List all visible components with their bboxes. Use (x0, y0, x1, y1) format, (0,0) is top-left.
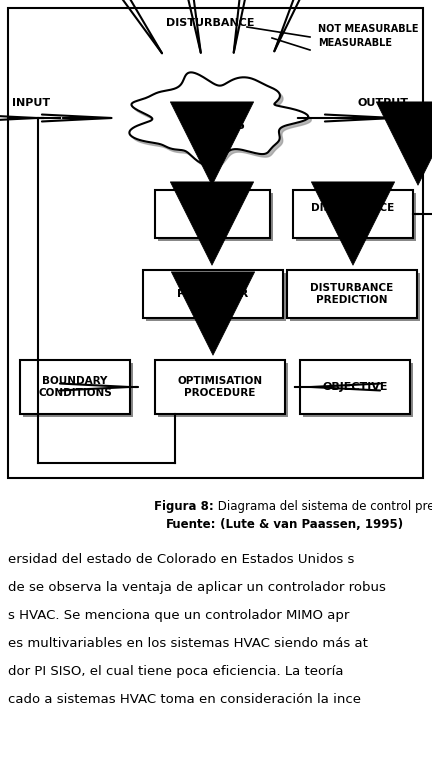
Text: BOUNDARY
CONDITIONS: BOUNDARY CONDITIONS (38, 376, 112, 397)
Polygon shape (296, 193, 416, 241)
Text: Figura 8:: Figura 8: (154, 500, 214, 513)
Polygon shape (146, 273, 286, 321)
Polygon shape (143, 270, 283, 318)
Polygon shape (293, 190, 413, 238)
Text: PREDICTOR: PREDICTOR (178, 289, 249, 299)
Text: cado a sistemas HVAC toma en consideración la ince: cado a sistemas HVAC toma en consideraci… (8, 693, 361, 706)
Polygon shape (132, 75, 311, 169)
Text: ersidad del estado de Colorado en Estados Unidos s: ersidad del estado de Colorado en Estado… (8, 553, 354, 566)
Polygon shape (290, 273, 420, 321)
Text: s HVAC. Se menciona que un controlador MIMO apr: s HVAC. Se menciona que un controlador M… (8, 609, 349, 622)
Text: Diagrama del sistema de control predictivo óptimo: Diagrama del sistema de control predicti… (214, 500, 432, 513)
Polygon shape (129, 72, 308, 166)
Text: DISTURBANCE
MODEL: DISTURBANCE MODEL (311, 203, 394, 225)
Text: OUTPUT: OUTPUT (357, 98, 408, 108)
Text: NOT MEASURABLE: NOT MEASURABLE (318, 24, 419, 34)
Polygon shape (155, 360, 285, 414)
Polygon shape (23, 363, 133, 417)
Text: OBJECTIVE: OBJECTIVE (322, 382, 388, 392)
Polygon shape (158, 363, 288, 417)
Text: INPUT: INPUT (12, 98, 50, 108)
Text: (Lute & van Paassen, 1995): (Lute & van Paassen, 1995) (216, 518, 403, 531)
Polygon shape (20, 360, 130, 414)
Text: MEASURABLE: MEASURABLE (318, 38, 392, 48)
Text: OPTIMISATION
PROCEDURE: OPTIMISATION PROCEDURE (178, 376, 263, 397)
Text: de se observa la ventaja de aplicar un controlador robus: de se observa la ventaja de aplicar un c… (8, 581, 386, 594)
Text: Fuente:: Fuente: (165, 518, 216, 531)
Polygon shape (303, 363, 413, 417)
Text: DISTURBANCE
PREDICTION: DISTURBANCE PREDICTION (310, 283, 394, 305)
Polygon shape (300, 360, 410, 414)
Text: REAL
PROCESS: REAL PROCESS (184, 104, 245, 132)
Text: MODEL: MODEL (191, 209, 235, 219)
Polygon shape (8, 8, 423, 478)
Polygon shape (155, 190, 270, 238)
Text: es multivariables en los sistemas HVAC siendo más at: es multivariables en los sistemas HVAC s… (8, 637, 368, 650)
Text: dor PI SISO, el cual tiene poca eficiencia. La teoría: dor PI SISO, el cual tiene poca eficienc… (8, 665, 343, 678)
Text: DISTURBANCE: DISTURBANCE (166, 18, 254, 28)
Polygon shape (287, 270, 417, 318)
Polygon shape (158, 193, 273, 241)
